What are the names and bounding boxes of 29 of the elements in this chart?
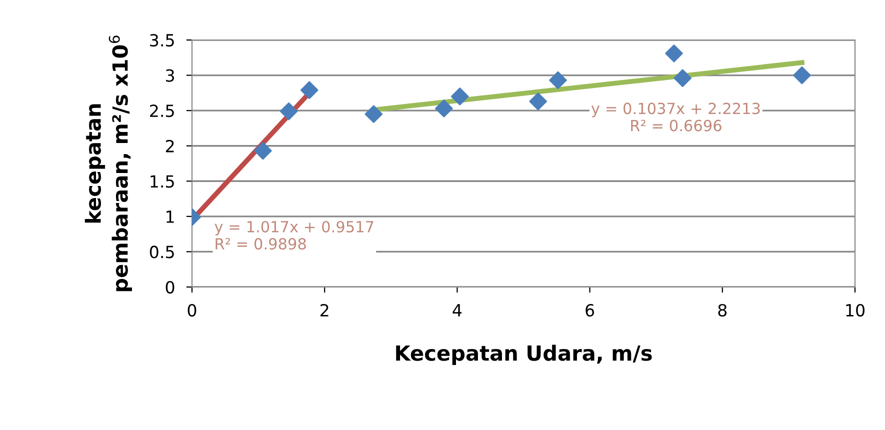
y-tick-label: 1 — [166, 210, 174, 223]
point — [549, 71, 567, 90]
point — [793, 66, 811, 84]
x-tick-label: 6 — [586, 304, 594, 317]
y-tick-label: 2.5 — [150, 104, 174, 118]
point — [435, 100, 453, 118]
x-tick-label: 8 — [718, 304, 727, 317]
x-tick-label: 10 — [846, 304, 864, 317]
point — [254, 142, 272, 160]
x-tick-label: 0 — [188, 304, 196, 317]
y-tick-label: 3 — [166, 69, 174, 82]
x-axis-title: Kecepatan Udara, m/s — [396, 344, 652, 365]
annotation: y = 0.1037x + 2.2213 R² = 0.6696 — [591, 102, 760, 132]
x-tick-label: 4 — [452, 304, 462, 316]
y-tick-label: 3.5 — [150, 34, 174, 47]
y-tick-label: 0 — [166, 280, 174, 294]
y-tick-label: 1.5 — [150, 175, 174, 188]
y-axis-title: kecepatan pembaraan, m²/s x10$^{6}$ — [84, 36, 132, 292]
point — [674, 69, 692, 88]
point — [450, 88, 469, 106]
y-tick-label: 0.5 — [150, 246, 174, 258]
y-tick-label: 2 — [166, 140, 174, 152]
annotation: y = 1.017x + 0.9517 R² = 0.9898 — [214, 220, 374, 250]
x-tick-label: 2 — [320, 304, 328, 316]
point — [300, 81, 318, 100]
point — [280, 102, 298, 120]
point — [364, 105, 383, 124]
point — [529, 92, 547, 110]
point — [665, 44, 683, 62]
